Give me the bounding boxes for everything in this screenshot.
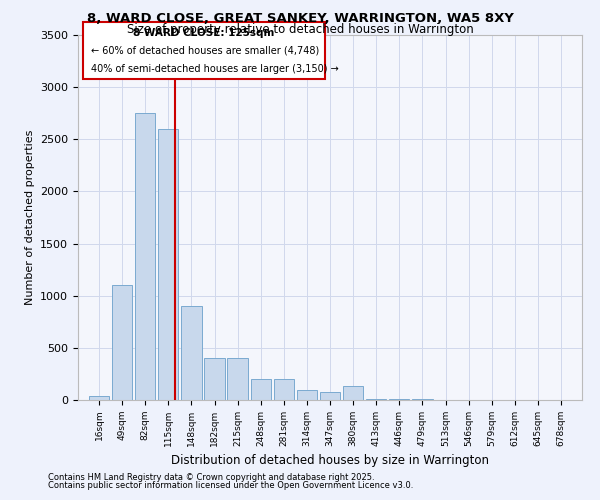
- Text: 40% of semi-detached houses are larger (3,150) →: 40% of semi-detached houses are larger (…: [91, 64, 338, 74]
- Text: Size of property relative to detached houses in Warrington: Size of property relative to detached ho…: [127, 22, 473, 36]
- Bar: [343, 386, 363, 400]
- Bar: [274, 379, 294, 400]
- Text: 8, WARD CLOSE, GREAT SANKEY, WARRINGTON, WA5 8XY: 8, WARD CLOSE, GREAT SANKEY, WARRINGTON,…: [86, 12, 514, 26]
- Bar: [297, 390, 317, 400]
- Bar: [89, 396, 109, 400]
- FancyBboxPatch shape: [83, 22, 325, 79]
- Bar: [389, 399, 409, 400]
- Bar: [158, 129, 178, 400]
- Text: Contains public sector information licensed under the Open Government Licence v3: Contains public sector information licen…: [48, 481, 413, 490]
- Bar: [320, 392, 340, 400]
- Bar: [205, 358, 224, 400]
- Bar: [135, 113, 155, 400]
- X-axis label: Distribution of detached houses by size in Warrington: Distribution of detached houses by size …: [171, 454, 489, 468]
- Y-axis label: Number of detached properties: Number of detached properties: [25, 130, 35, 305]
- Text: Contains HM Land Registry data © Crown copyright and database right 2025.: Contains HM Land Registry data © Crown c…: [48, 472, 374, 482]
- Bar: [366, 399, 386, 400]
- Bar: [112, 286, 132, 400]
- Bar: [181, 306, 202, 400]
- Text: ← 60% of detached houses are smaller (4,748): ← 60% of detached houses are smaller (4,…: [91, 46, 319, 56]
- Text: 8 WARD CLOSE: 125sqm: 8 WARD CLOSE: 125sqm: [133, 28, 275, 38]
- Bar: [251, 379, 271, 400]
- Bar: [227, 358, 248, 400]
